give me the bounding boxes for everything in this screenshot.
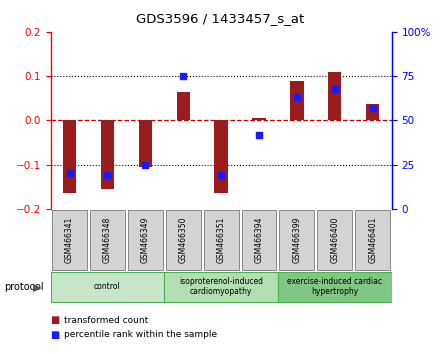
FancyBboxPatch shape <box>166 210 201 270</box>
Bar <box>101 120 114 189</box>
FancyBboxPatch shape <box>355 210 390 270</box>
Text: GSM466351: GSM466351 <box>216 217 226 263</box>
Text: exercise-induced cardiac
hypertrophy: exercise-induced cardiac hypertrophy <box>287 277 382 296</box>
Text: GSM466399: GSM466399 <box>292 217 301 263</box>
FancyBboxPatch shape <box>164 272 278 302</box>
FancyBboxPatch shape <box>204 210 238 270</box>
Text: GSM466350: GSM466350 <box>179 217 188 263</box>
FancyBboxPatch shape <box>52 210 87 270</box>
Text: GSM466394: GSM466394 <box>254 217 264 263</box>
FancyBboxPatch shape <box>128 210 163 270</box>
Text: ▶: ▶ <box>33 282 41 292</box>
FancyBboxPatch shape <box>317 210 352 270</box>
Bar <box>214 120 228 193</box>
Text: GSM466349: GSM466349 <box>141 217 150 263</box>
Text: GSM466401: GSM466401 <box>368 217 377 263</box>
Text: GSM466348: GSM466348 <box>103 217 112 263</box>
Bar <box>290 81 304 120</box>
Bar <box>253 118 266 120</box>
Bar <box>63 120 76 193</box>
FancyBboxPatch shape <box>279 210 314 270</box>
Text: transformed count: transformed count <box>64 316 148 325</box>
Text: GDS3596 / 1433457_s_at: GDS3596 / 1433457_s_at <box>136 12 304 25</box>
Text: ■: ■ <box>51 330 60 339</box>
Text: isoproterenol-induced
cardiomyopathy: isoproterenol-induced cardiomyopathy <box>179 277 263 296</box>
Text: GSM466341: GSM466341 <box>65 217 74 263</box>
Text: ■: ■ <box>51 315 60 325</box>
Bar <box>328 72 341 120</box>
Bar <box>139 120 152 167</box>
FancyBboxPatch shape <box>90 210 125 270</box>
FancyBboxPatch shape <box>51 272 164 302</box>
Bar <box>366 104 379 120</box>
Bar <box>176 92 190 120</box>
FancyBboxPatch shape <box>278 272 392 302</box>
Text: percentile rank within the sample: percentile rank within the sample <box>64 330 217 339</box>
Text: protocol: protocol <box>4 282 44 292</box>
Text: GSM466400: GSM466400 <box>330 217 339 263</box>
Text: control: control <box>94 282 121 291</box>
FancyBboxPatch shape <box>242 210 276 270</box>
